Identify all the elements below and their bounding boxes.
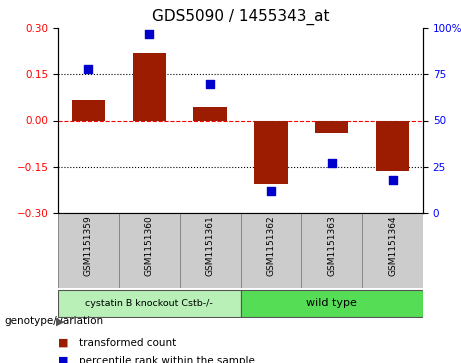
Point <box>328 160 336 166</box>
Bar <box>376 121 409 171</box>
Text: GSM1151361: GSM1151361 <box>206 215 214 276</box>
Bar <box>132 53 166 121</box>
Bar <box>180 213 241 288</box>
Bar <box>362 213 423 288</box>
Point <box>389 177 396 183</box>
Text: GSM1151362: GSM1151362 <box>266 215 275 276</box>
Bar <box>241 290 423 317</box>
Text: wild type: wild type <box>306 298 357 308</box>
Text: percentile rank within the sample: percentile rank within the sample <box>79 356 254 363</box>
Bar <box>72 101 105 121</box>
Text: GSM1151359: GSM1151359 <box>84 215 93 276</box>
Bar <box>254 121 288 184</box>
Text: GSM1151364: GSM1151364 <box>388 215 397 276</box>
Bar <box>193 107 227 121</box>
Bar <box>315 121 349 133</box>
Point <box>267 188 275 194</box>
Text: ■: ■ <box>58 338 69 347</box>
Bar <box>58 290 241 317</box>
Bar <box>119 213 180 288</box>
Bar <box>58 213 119 288</box>
Bar <box>301 213 362 288</box>
Point <box>207 81 214 86</box>
Text: cystatin B knockout Cstb-/-: cystatin B knockout Cstb-/- <box>85 298 213 307</box>
Text: GSM1151360: GSM1151360 <box>145 215 154 276</box>
Text: ■: ■ <box>58 356 69 363</box>
Point <box>85 66 92 72</box>
Text: transformed count: transformed count <box>79 338 176 347</box>
Text: GSM1151363: GSM1151363 <box>327 215 336 276</box>
Point <box>146 30 153 36</box>
Text: genotype/variation: genotype/variation <box>5 316 104 326</box>
Bar <box>241 213 301 288</box>
Text: ▶: ▶ <box>56 316 64 326</box>
Title: GDS5090 / 1455343_at: GDS5090 / 1455343_at <box>152 9 329 25</box>
